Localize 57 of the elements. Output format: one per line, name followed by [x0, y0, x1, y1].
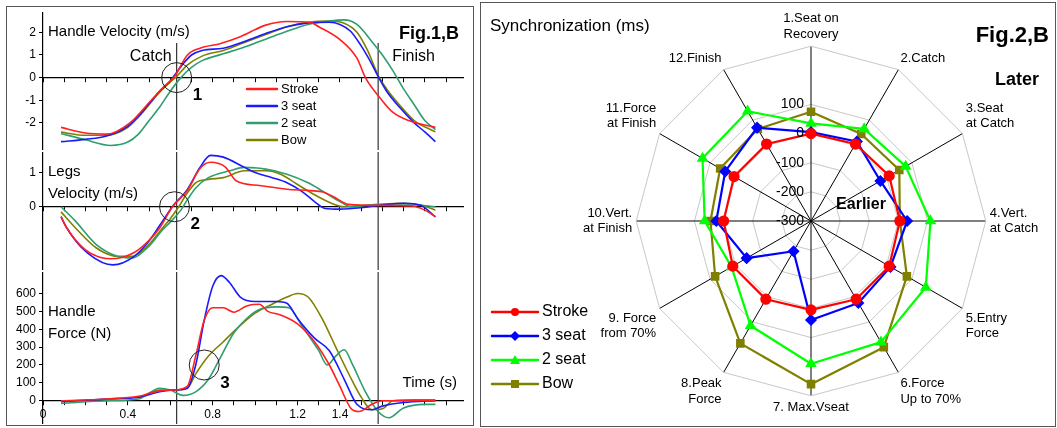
spoke-label: 9. Force from 70%: [600, 309, 657, 341]
legend-label: 2 seat: [281, 114, 317, 130]
y-tick-label: 0: [29, 199, 37, 214]
spoke-label: 8.Peak Force: [681, 375, 723, 406]
legend-label: Bow: [281, 131, 307, 147]
caption: Fig.2,B: [975, 22, 1049, 48]
spoke-label: 10.Vert. at Finish: [583, 204, 633, 236]
y-tick-label: 1: [29, 164, 37, 179]
x-tick-label: 1.2: [289, 407, 307, 422]
spoke-label: 5.Entry Force: [965, 309, 1008, 341]
legend-label: 3 seat: [542, 326, 587, 344]
legend-label: 2 seat: [542, 350, 587, 368]
y-tick-label: 100: [780, 95, 805, 112]
legend-label: Stroke: [281, 80, 319, 96]
x-tick-label: 0.8: [204, 407, 222, 422]
text: Later: [994, 68, 1040, 89]
x-axis-title: Time (s): [402, 372, 457, 390]
y-tick-label: 500: [15, 303, 37, 318]
x-tick-label: 0.4: [119, 407, 137, 422]
spoke-label: 6.Force Up to 70%: [900, 375, 962, 406]
y-tick-label: -200: [775, 182, 805, 199]
spoke-label: 4.Vert. at Catch: [989, 204, 1039, 236]
spoke-label: 12.Finish: [668, 49, 722, 65]
y-tick-label: -2: [25, 115, 37, 130]
legend-label: Stroke: [542, 302, 589, 320]
annotation: 2: [190, 214, 200, 234]
spoke-label: 11.Force at Finish: [605, 99, 657, 131]
ref-line-label: Finish: [392, 47, 435, 65]
ref-line-label: Catch: [129, 47, 172, 65]
annotation: Fig.1,B: [398, 22, 459, 43]
spoke-label: 1.Seat on Recovery: [783, 10, 839, 41]
legend-label: 3 seat: [281, 97, 317, 113]
y-tick-label: 0: [29, 69, 37, 84]
spoke-label: 3.Seat at Catch: [965, 99, 1015, 131]
y-tick-label: 2: [29, 24, 37, 39]
y-tick-label: -300: [775, 211, 805, 228]
annotation: 3: [220, 372, 230, 392]
y-tick-label: 0: [796, 124, 805, 141]
y-tick-label: 600: [15, 285, 37, 300]
spoke-label: 2.Catch: [900, 49, 946, 65]
y-tick-label: 0: [29, 393, 37, 408]
y-tick-label: 1: [29, 47, 37, 62]
y-axis-title: Legs Velocity (m/s): [48, 162, 139, 202]
legend-label: Bow: [542, 374, 574, 392]
annotation: 1: [192, 85, 203, 105]
y-tick-label: 400: [15, 321, 37, 336]
spoke-label: 7. Max.Vseat: [773, 399, 850, 415]
y-axis-title: Handle Velocity (m/s): [48, 22, 190, 40]
text: Earlier: [836, 195, 886, 213]
y-axis-title: Handle Force (N): [48, 302, 112, 342]
chart-title: Synchronization (ms): [490, 15, 650, 35]
y-tick-label: -1: [25, 92, 37, 107]
y-tick-label: 100: [15, 375, 37, 390]
x-tick-label: 1.4: [331, 407, 349, 422]
y-tick-label: 200: [15, 357, 37, 372]
y-tick-label: 300: [15, 339, 37, 354]
y-tick-label: -100: [775, 153, 805, 170]
